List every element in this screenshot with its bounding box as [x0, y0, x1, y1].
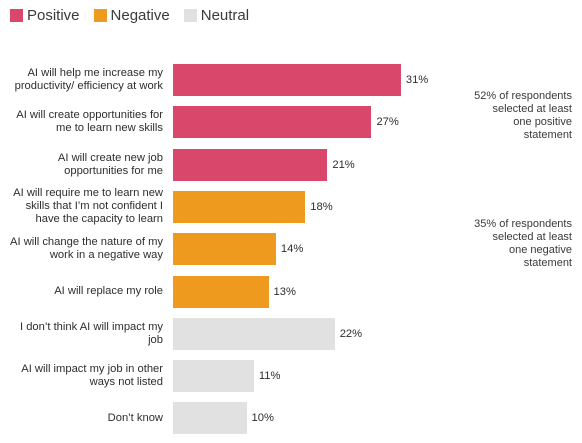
legend-label-positive: Positive [27, 7, 80, 24]
category-label: AI will create new job opportunities for… [57, 151, 163, 177]
category-label: AI will require me to learn new skills t… [13, 187, 163, 226]
value-label: 21% [332, 158, 355, 171]
legend-swatch-positive [10, 9, 23, 22]
bar [173, 148, 328, 181]
value-label: 22% [339, 327, 363, 340]
value-label: 27% [376, 116, 399, 129]
value-label: 11% [258, 370, 281, 383]
value-label: 18% [310, 200, 333, 213]
value-label: 14% [280, 243, 304, 256]
category-label: AI will replace my role [54, 285, 163, 297]
value-label: 31% [405, 74, 429, 86]
bar [173, 317, 335, 350]
legend-swatch-negative [93, 9, 107, 22]
bar [173, 190, 306, 223]
legend: Positive Negative Neutral [10, 7, 249, 24]
category-label: AI will impact my job in other ways not … [21, 363, 163, 389]
legend-swatch-neutral [183, 9, 197, 22]
bar [173, 64, 401, 96]
category-label: I don’t think AI will impact my job [19, 320, 163, 346]
value-label: 13% [273, 285, 296, 298]
annotation-positive: 52% of respondents selected at least one… [474, 90, 572, 141]
annotation-negative: 35% of respondents selected at least one… [474, 218, 572, 269]
legend-item-neutral: Neutral [183, 7, 250, 24]
category-label: Don’t know [107, 411, 163, 424]
bar [173, 275, 269, 308]
legend-label-negative: Negative [110, 7, 170, 24]
bar [173, 402, 247, 435]
value-label: 10% [251, 412, 274, 425]
category-label: AI will change the nature of my work in … [10, 236, 163, 262]
legend-item-negative: Negative [93, 7, 170, 24]
bar [173, 360, 254, 393]
legend-label-neutral: Neutral [200, 7, 250, 24]
bar [173, 106, 372, 139]
category-label: AI will create opportunities for me to l… [16, 109, 163, 135]
category-label: AI will help me increase my productivity… [14, 67, 163, 92]
legend-item-positive: Positive [10, 7, 80, 24]
bar [173, 233, 276, 266]
